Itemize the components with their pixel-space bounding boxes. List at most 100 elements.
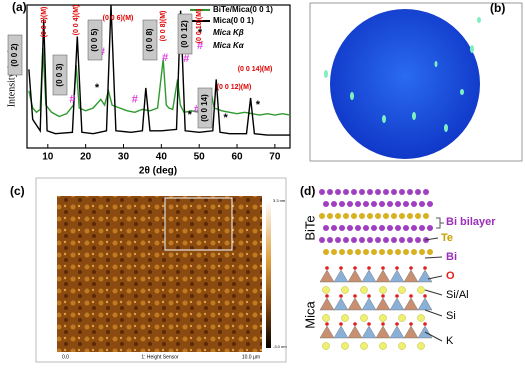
channel-label: 1: Height Sensor — [141, 354, 179, 360]
atom — [375, 189, 381, 195]
oxygen — [395, 266, 399, 270]
atom — [355, 225, 361, 231]
atom — [367, 189, 373, 195]
atom — [327, 213, 333, 219]
peak-marker: # — [132, 93, 138, 105]
oxygen — [353, 294, 357, 298]
atom — [331, 249, 337, 255]
atom — [419, 249, 425, 255]
oxygen — [353, 266, 357, 270]
tetrahedron — [375, 269, 391, 283]
atom — [323, 201, 329, 207]
peak-marker: # — [162, 52, 168, 64]
oxygen — [423, 266, 427, 270]
oxygen — [395, 294, 399, 298]
atom — [419, 225, 425, 231]
structure-label: Si — [446, 310, 456, 322]
atom — [367, 237, 373, 243]
atom — [407, 213, 413, 219]
atom — [367, 213, 373, 219]
oxygen — [381, 294, 385, 298]
structure-label: Bi bilayer — [446, 216, 496, 228]
atom — [339, 225, 345, 231]
scale-start: 0.0 — [62, 354, 69, 360]
tetrahedron — [417, 297, 433, 311]
atom — [355, 249, 361, 255]
film-peak-label: (0 0 14) — [200, 94, 209, 122]
peak-marker: * — [224, 112, 229, 124]
atom — [339, 201, 345, 207]
x-axis-label: 2θ (deg) — [139, 166, 177, 177]
oxygen — [409, 294, 413, 298]
mica-peak-label: (0 0 6)(M) — [103, 15, 134, 22]
atom — [323, 249, 329, 255]
atom — [391, 213, 397, 219]
atom — [387, 201, 393, 207]
x-tick-label: 20 — [80, 152, 92, 163]
legend-label: Mica Kβ — [213, 28, 244, 37]
potassium — [360, 342, 368, 350]
bracket — [436, 217, 444, 229]
atom — [343, 213, 349, 219]
atom — [399, 213, 405, 219]
tetrahedron — [333, 297, 349, 311]
potassium — [341, 314, 349, 322]
atom — [331, 225, 337, 231]
rheed-pattern — [330, 9, 480, 159]
potassium — [379, 342, 387, 350]
atom — [335, 237, 341, 243]
film-label: BiTe — [302, 215, 317, 240]
oxygen — [353, 322, 357, 326]
color-bar-min: -3.0 nm — [273, 344, 287, 349]
tetrahedron — [361, 269, 377, 283]
series-line — [28, 4, 290, 136]
oxygen — [423, 322, 427, 326]
atom — [343, 189, 349, 195]
film-peak-label: (0 0 3) — [55, 63, 64, 86]
atom — [427, 201, 433, 207]
atom — [327, 189, 333, 195]
atom — [399, 237, 405, 243]
crystal-structure — [319, 189, 433, 350]
atom — [415, 189, 421, 195]
peak-marker: * — [256, 99, 261, 111]
atom — [415, 237, 421, 243]
y-axis-label: Intensity (a.u.) — [6, 49, 17, 108]
tetrahedron — [403, 269, 419, 283]
panel-label: (b) — [490, 1, 505, 15]
tetrahedron — [347, 297, 363, 311]
oxygen — [325, 294, 329, 298]
oxygen — [339, 294, 343, 298]
atom — [371, 249, 377, 255]
atom — [411, 225, 417, 231]
structure-label: O — [446, 270, 455, 282]
substrate-label: Mica — [302, 301, 317, 329]
atom — [411, 249, 417, 255]
atom — [363, 225, 369, 231]
tetrahedron — [333, 269, 349, 283]
atom — [359, 237, 365, 243]
tetrahedron — [347, 269, 363, 283]
potassium — [360, 286, 368, 294]
plot-frame — [26, 4, 291, 149]
potassium — [360, 314, 368, 322]
atom — [383, 213, 389, 219]
panel-label: (a) — [12, 0, 27, 14]
peak-box — [87, 19, 103, 61]
peak-marker: * — [95, 82, 100, 94]
atom — [395, 225, 401, 231]
tetrahedron — [375, 325, 391, 339]
atom — [423, 213, 429, 219]
tetrahedron — [389, 325, 405, 339]
atom — [379, 225, 385, 231]
oxygen — [395, 322, 399, 326]
legend-symbol: # — [197, 40, 203, 52]
atom — [411, 201, 417, 207]
structure-label: Te — [441, 232, 453, 244]
tetrahedron — [389, 297, 405, 311]
atom — [391, 189, 397, 195]
atom — [347, 225, 353, 231]
tetrahedron — [319, 297, 335, 311]
atom — [323, 225, 329, 231]
peak-box — [52, 54, 68, 96]
